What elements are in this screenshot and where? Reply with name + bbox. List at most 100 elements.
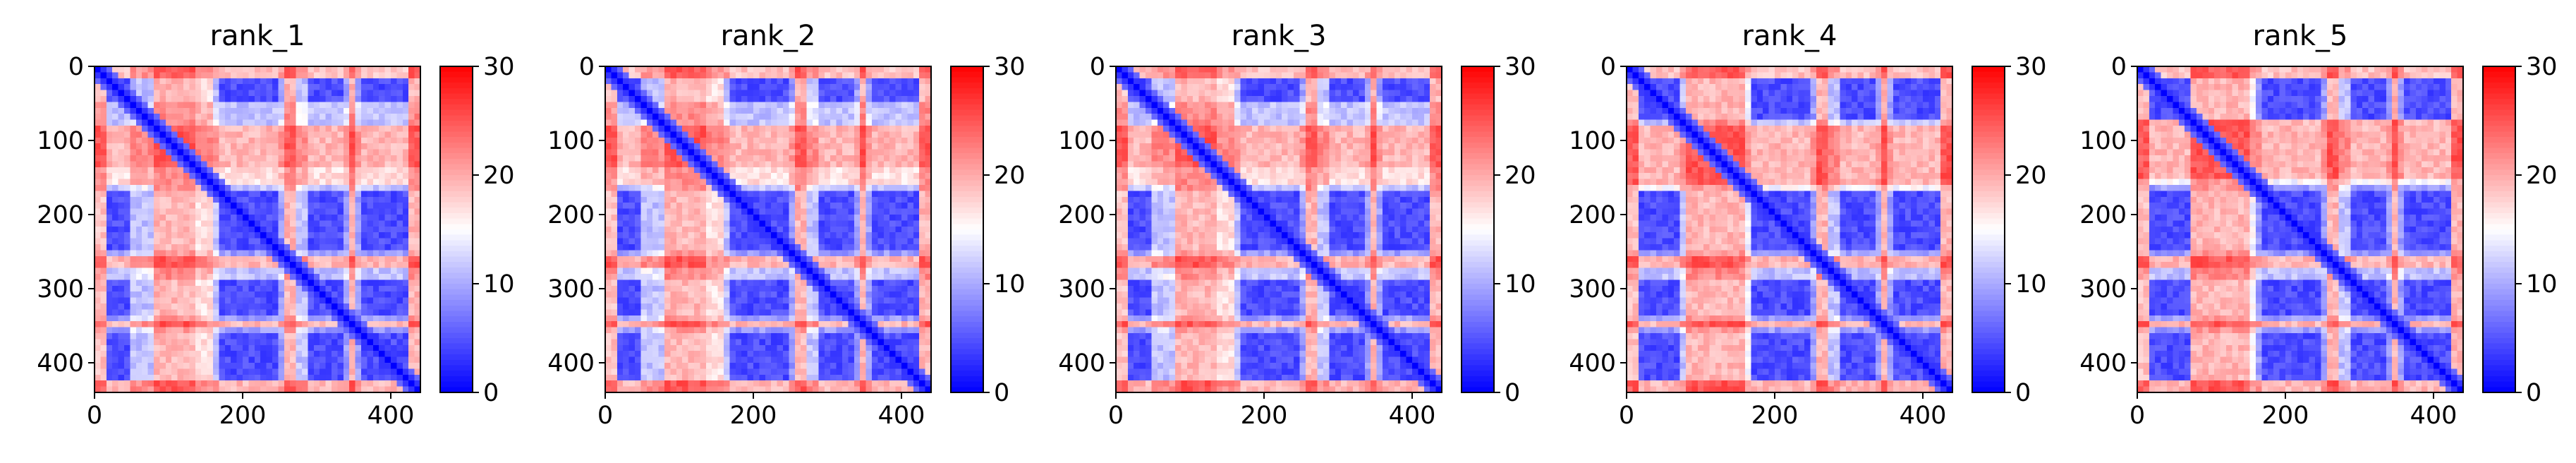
heatmap-cell [332,119,338,126]
heatmap-cell [313,368,320,375]
heatmap-cell [284,167,291,174]
heatmap-cell [135,208,142,215]
heatmap-cell [848,244,855,251]
heatmap-cell [789,191,796,198]
heatmap-cell [177,321,184,328]
heatmap-cell [349,356,356,363]
colorbar-segment [440,83,473,89]
heatmap-cell [402,262,409,269]
heatmap-cell [159,238,166,245]
heatmap-cell [664,185,671,191]
heatmap-cell [646,107,653,114]
heatmap-cell [408,167,415,174]
heatmap-cell [147,143,154,150]
heatmap-cell [818,66,825,73]
heatmap-cell [320,208,327,215]
heatmap-cell [848,78,855,85]
heatmap-cell [783,107,789,114]
heatmap-cell [343,244,350,251]
heatmap-cell [224,220,231,227]
heatmap-cell [177,315,184,322]
heatmap-cell [231,126,238,132]
heatmap-cell [652,238,660,245]
heatmap-cell [367,179,374,186]
heatmap-cell [818,107,825,114]
heatmap-cell [260,344,267,351]
heatmap-cell [106,149,113,156]
heatmap-cell [771,203,778,210]
heatmap-cell [402,238,409,245]
heatmap-cell [302,72,308,79]
heatmap-cell [865,255,873,263]
heatmap-cell [408,119,415,126]
heatmap-cell [195,191,202,198]
heatmap-cell [712,238,719,245]
heatmap-cell [349,179,356,186]
heatmap-cell [124,303,130,310]
heatmap-cell [682,167,689,174]
heatmap-cell [219,137,226,144]
heatmap-cell [408,351,415,358]
heatmap-cell [135,232,142,239]
heatmap-cell [372,244,379,251]
heatmap-cell [408,78,415,85]
heatmap-cell [130,232,137,239]
heatmap-cell [118,102,125,109]
heatmap-cell [907,78,914,85]
heatmap-cell [414,72,421,79]
heatmap-cell [913,119,920,126]
heatmap-cell [243,321,249,328]
heatmap-cell [266,179,273,186]
heatmap-cell [391,185,397,191]
heatmap-cell [320,226,327,233]
heatmap-cell [853,84,861,91]
heatmap-cell [284,279,291,287]
colorbar-segment [440,169,473,176]
heatmap-cell [889,220,897,227]
heatmap-cell [853,232,861,239]
heatmap-cell [248,279,255,287]
heatmap-cell [895,119,902,126]
heatmap-cell [907,232,914,239]
heatmap-cell [219,285,226,292]
heatmap-cell [171,96,178,102]
heatmap-cell [224,327,231,334]
heatmap-cell [177,344,184,351]
heatmap-cell [278,78,285,85]
heatmap-cell [616,215,624,221]
heatmap-cell [201,179,208,186]
heatmap-cell [907,250,914,257]
heatmap-cell [789,143,796,150]
heatmap-cell [106,232,113,239]
heatmap-cell [907,262,914,269]
heatmap-cell [266,78,273,85]
heatmap-cell [771,126,778,132]
heatmap-cell [349,220,356,227]
heatmap-cell [664,84,671,91]
heatmap-cell [919,96,926,102]
colorbar-segment [440,375,473,383]
heatmap-cell [290,226,297,233]
heatmap-cell [308,196,315,203]
heatmap-cell [290,321,297,328]
heatmap-cell [705,167,712,174]
heatmap-cell [284,179,291,186]
heatmap-cell [171,107,178,114]
heatmap-cell [640,72,648,79]
heatmap-cell [201,226,208,233]
heatmap-cell [147,155,154,162]
heatmap-cell [895,196,902,203]
heatmap-cell [402,279,409,287]
heatmap-cell [171,155,178,162]
heatmap-cell [112,244,119,251]
heatmap-cell [260,279,267,287]
heatmap-cell [195,285,202,292]
heatmap-cell [794,262,801,269]
heatmap-cell [343,255,350,263]
heatmap-cell [219,321,226,328]
colorbar-segment [440,153,473,160]
heatmap-cell [272,96,279,102]
heatmap-cell [765,107,772,114]
heatmap-cell [124,143,130,150]
heatmap-cell [777,203,784,210]
